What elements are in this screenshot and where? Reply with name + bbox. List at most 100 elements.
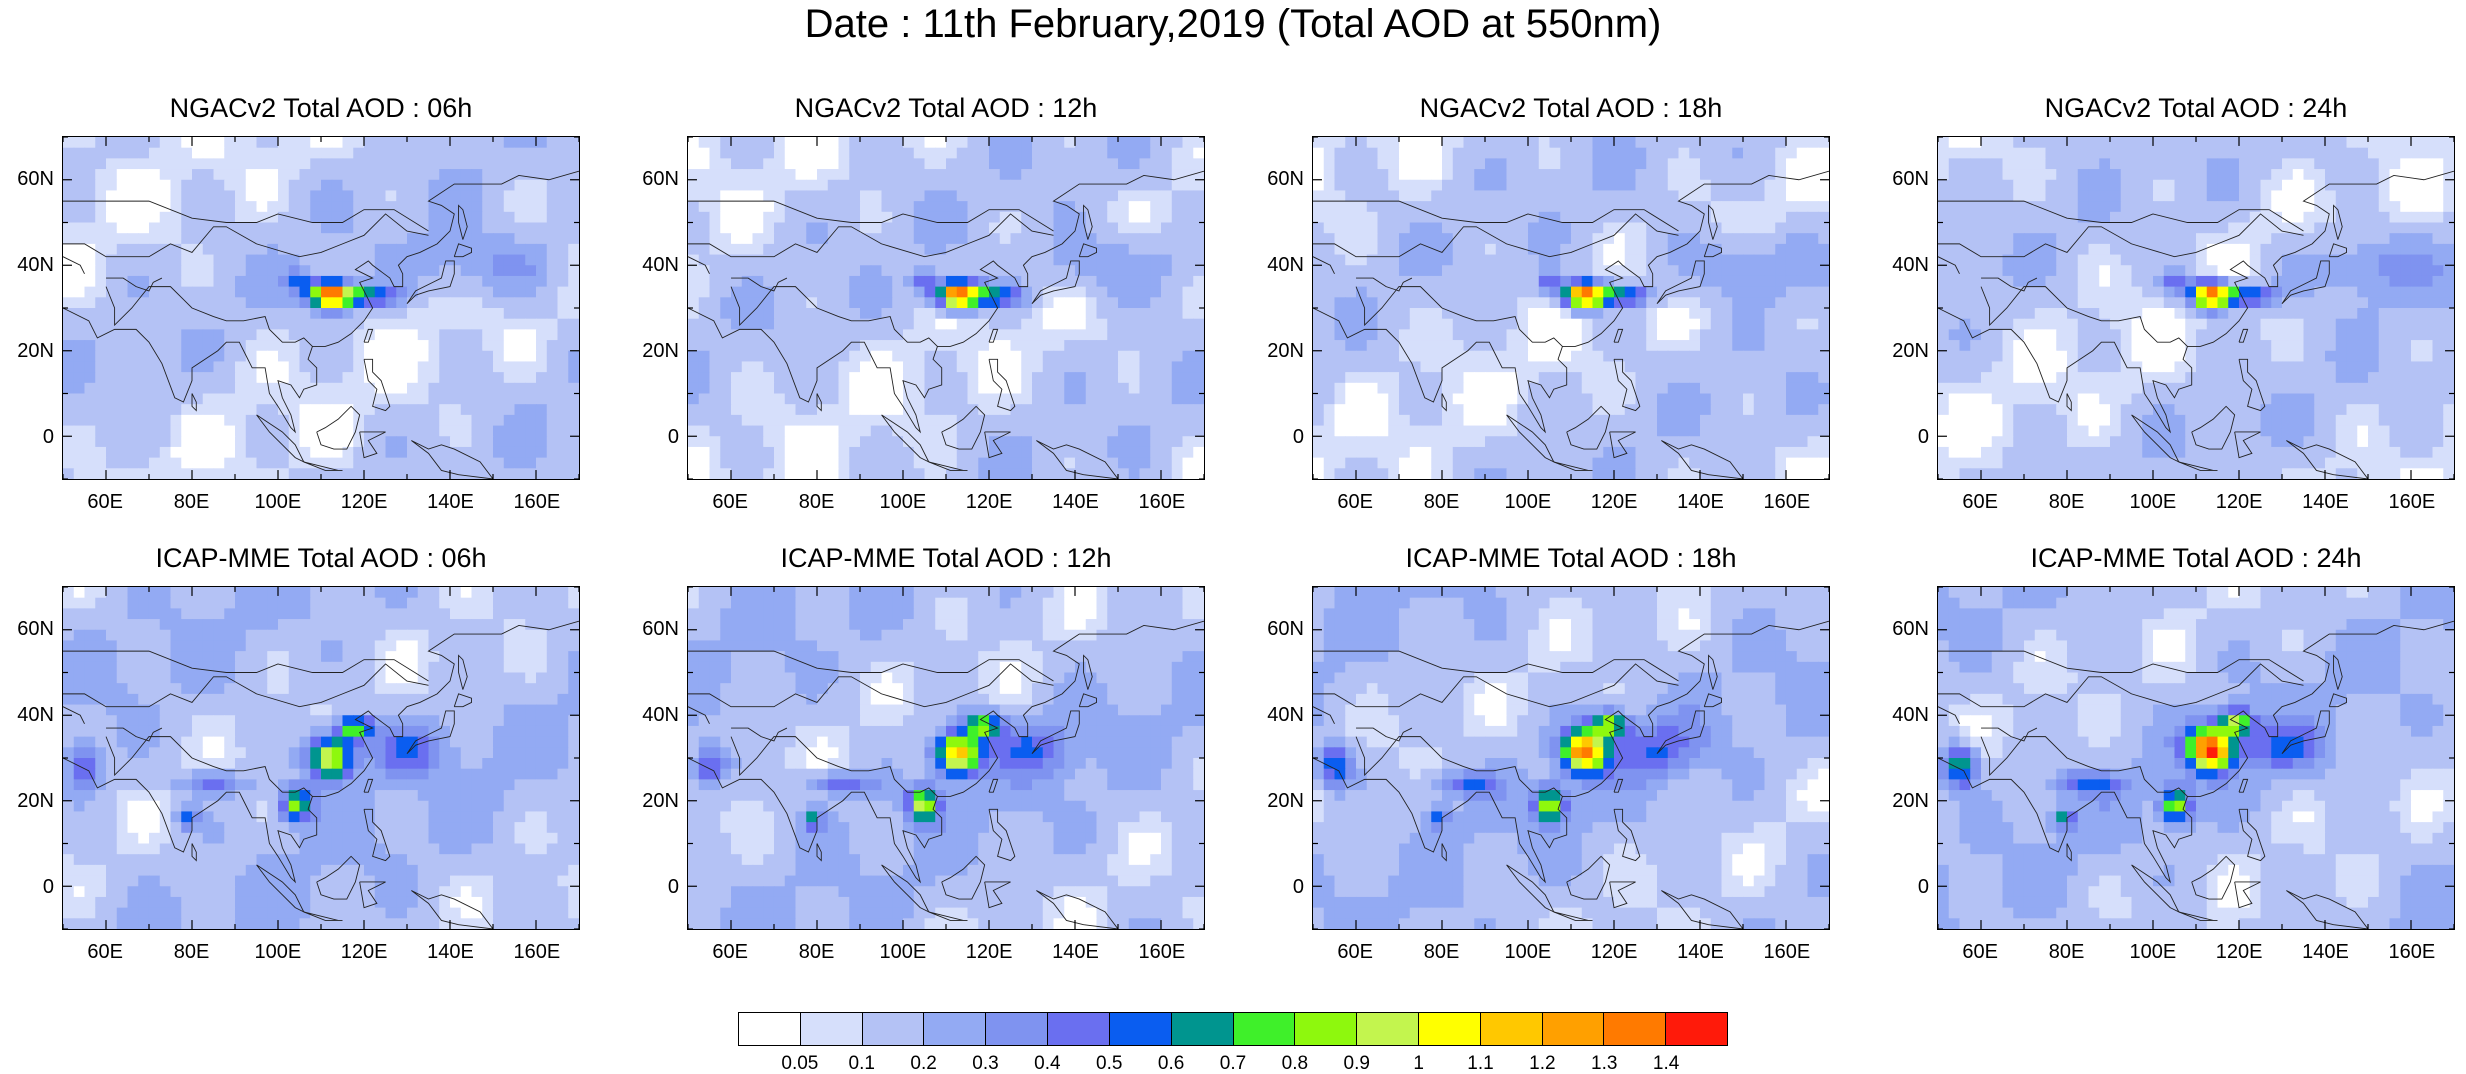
colorbar-label: 0.3 [956, 1054, 1016, 1074]
aod-field-map [63, 587, 579, 929]
longitude-tick-label: 160E [1127, 492, 1197, 512]
latitude-tick-label: 20N [635, 791, 679, 811]
panel-title: NGACv2 Total AOD : 18h [1291, 92, 1851, 124]
longitude-tick-label: 160E [502, 492, 572, 512]
aod-map-panel [1312, 136, 1830, 480]
aod-grid-cells [1313, 137, 1829, 479]
longitude-tick-label: 80E [157, 942, 227, 962]
colorbar-swatch [1234, 1013, 1296, 1045]
colorbar-swatch [1172, 1013, 1234, 1045]
colorbar-swatch [1048, 1013, 1110, 1045]
colorbar-label: 0.2 [894, 1054, 954, 1074]
longitude-tick-label: 160E [1752, 942, 1822, 962]
colorbar-swatch [1419, 1013, 1481, 1045]
panel-title: ICAP-MME Total AOD : 06h [41, 542, 601, 574]
colorbar-swatch [1543, 1013, 1605, 1045]
latitude-tick-label: 0 [1885, 427, 1929, 447]
colorbar-swatch [1110, 1013, 1172, 1045]
latitude-tick-label: 20N [1260, 791, 1304, 811]
colorbar-boxes [738, 1012, 1728, 1046]
longitude-tick-label: 80E [157, 492, 227, 512]
panel-title: NGACv2 Total AOD : 24h [1916, 92, 2466, 124]
latitude-tick-label: 60N [1260, 619, 1304, 639]
longitude-tick-label: 120E [2204, 942, 2274, 962]
latitude-tick-label: 60N [1885, 169, 1929, 189]
longitude-tick-label: 140E [2291, 492, 2361, 512]
colorbar-label: 0.6 [1141, 1054, 1201, 1074]
aod-map-panel [687, 136, 1205, 480]
longitude-tick-label: 120E [329, 942, 399, 962]
longitude-tick-label: 80E [2032, 492, 2102, 512]
colorbar-swatch [986, 1013, 1048, 1045]
longitude-tick-label: 140E [416, 942, 486, 962]
colorbar-swatch [1357, 1013, 1419, 1045]
longitude-tick-label: 160E [1752, 492, 1822, 512]
longitude-tick-label: 100E [1493, 942, 1563, 962]
longitude-tick-label: 100E [243, 492, 313, 512]
latitude-tick-label: 60N [635, 169, 679, 189]
longitude-tick-label: 60E [70, 492, 140, 512]
latitude-tick-label: 0 [1260, 427, 1304, 447]
panel-title: ICAP-MME Total AOD : 24h [1916, 542, 2466, 574]
colorbar-swatch [739, 1013, 801, 1045]
latitude-tick-label: 40N [10, 255, 54, 275]
colorbar-label: 1.3 [1574, 1054, 1634, 1074]
aod-field-map [63, 137, 579, 479]
longitude-tick-label: 100E [2118, 492, 2188, 512]
latitude-tick-label: 0 [635, 427, 679, 447]
colorbar-label: 1.1 [1451, 1054, 1511, 1074]
latitude-tick-label: 0 [10, 427, 54, 447]
colorbar-label: 0.1 [832, 1054, 892, 1074]
aod-field-map [688, 137, 1204, 479]
latitude-tick-label: 40N [1885, 705, 1929, 725]
longitude-tick-label: 120E [1579, 942, 1649, 962]
aod-map-panel [687, 586, 1205, 930]
latitude-tick-label: 60N [10, 169, 54, 189]
longitude-tick-label: 160E [2377, 492, 2447, 512]
longitude-tick-label: 120E [954, 492, 1024, 512]
latitude-tick-label: 0 [635, 877, 679, 897]
longitude-tick-label: 120E [954, 942, 1024, 962]
colorbar-label: 1 [1389, 1054, 1449, 1074]
longitude-tick-label: 140E [1041, 942, 1111, 962]
longitude-tick-label: 160E [1127, 942, 1197, 962]
longitude-tick-label: 120E [329, 492, 399, 512]
latitude-tick-label: 40N [1260, 705, 1304, 725]
longitude-tick-label: 60E [1320, 942, 1390, 962]
latitude-tick-label: 20N [635, 341, 679, 361]
longitude-tick-label: 60E [70, 942, 140, 962]
aod-field-map [1938, 137, 2454, 479]
longitude-tick-label: 140E [2291, 942, 2361, 962]
aod-field-map [1938, 587, 2454, 929]
aod-grid-cells [1938, 587, 2454, 929]
latitude-tick-label: 40N [1885, 255, 1929, 275]
aod-map-panel [1937, 136, 2455, 480]
longitude-tick-label: 80E [782, 942, 852, 962]
aod-field-map [688, 587, 1204, 929]
latitude-tick-label: 40N [10, 705, 54, 725]
aod-grid-cells [1313, 587, 1829, 929]
longitude-tick-label: 120E [1579, 492, 1649, 512]
colorbar-label: 1.2 [1512, 1054, 1572, 1074]
figure-title: Date : 11th February,2019 (Total AOD at … [0, 0, 2466, 48]
panel-title: ICAP-MME Total AOD : 12h [666, 542, 1226, 574]
latitude-tick-label: 0 [10, 877, 54, 897]
colorbar-swatch [1666, 1013, 1727, 1045]
aod-grid-cells [63, 137, 579, 479]
longitude-tick-label: 160E [502, 942, 572, 962]
longitude-tick-label: 60E [1320, 492, 1390, 512]
aod-map-panel [1937, 586, 2455, 930]
colorbar-label: 0.8 [1265, 1054, 1325, 1074]
latitude-tick-label: 20N [1885, 341, 1929, 361]
longitude-tick-label: 160E [2377, 942, 2447, 962]
colorbar-label: 0.7 [1203, 1054, 1263, 1074]
panel-title: ICAP-MME Total AOD : 18h [1291, 542, 1851, 574]
longitude-tick-label: 60E [695, 492, 765, 512]
aod-map-panel [1312, 586, 1830, 930]
longitude-tick-label: 80E [2032, 942, 2102, 962]
colorbar-swatch [1295, 1013, 1357, 1045]
latitude-tick-label: 60N [635, 619, 679, 639]
longitude-tick-label: 140E [1666, 942, 1736, 962]
colorbar-swatch [1481, 1013, 1543, 1045]
longitude-tick-label: 100E [1493, 492, 1563, 512]
